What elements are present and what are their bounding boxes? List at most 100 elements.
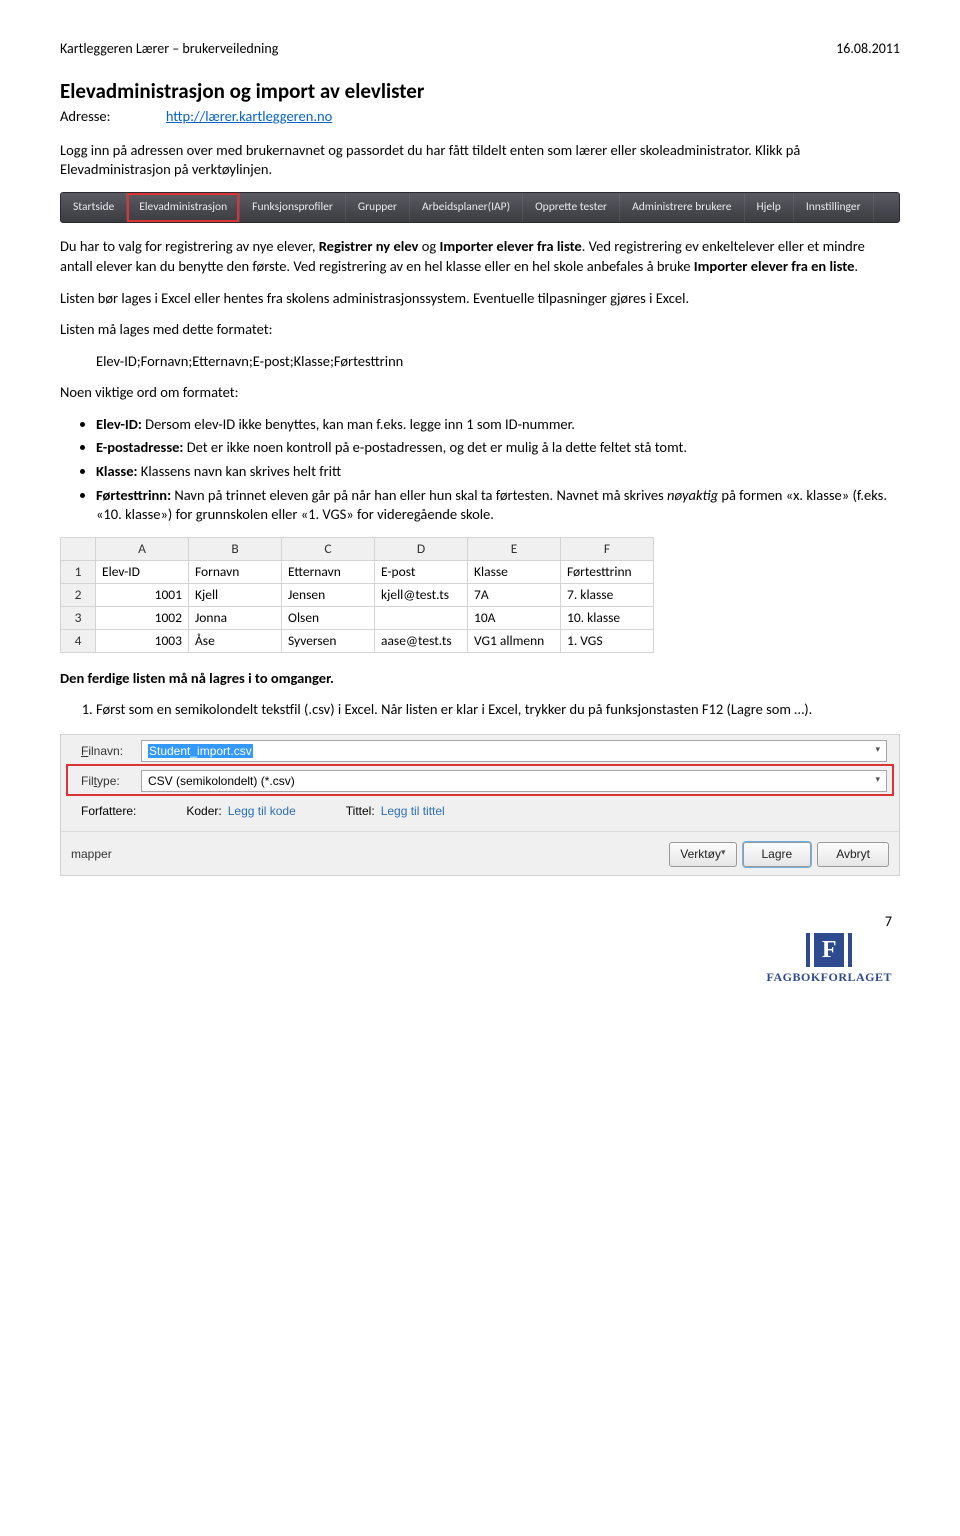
list-item: Elev-ID: Dersom elev-ID ikke benyttes, k…	[96, 415, 900, 435]
chevron-down-icon: ▾	[875, 743, 880, 755]
cell: Olsen	[282, 606, 375, 629]
tools-button[interactable]: Verktøy ▾	[669, 842, 736, 866]
title-meta: Tittel: Legg til tittel	[346, 803, 445, 819]
folders-label[interactable]: mapper	[71, 846, 112, 862]
text: Klassens navn kan skrives helt fritt	[138, 462, 342, 480]
cell: Etternavn	[282, 560, 375, 583]
listen-paragraph: Listen bør lages i Excel eller hentes fr…	[60, 289, 900, 309]
metadata-row: Forfattere: Koder:Legg til kode Tittel: L…	[61, 795, 899, 825]
text-bold: Klasse:	[96, 462, 138, 480]
cell: 1001	[96, 583, 189, 606]
label: Verktøy	[680, 847, 721, 861]
text: Det er ikke noen kontroll på e-postadres…	[183, 438, 687, 456]
col-header: E	[468, 537, 561, 560]
authors-meta: Forfattere:	[81, 803, 136, 819]
nav-item[interactable]: Funksjonsprofiler	[240, 193, 346, 223]
text: Du har to valg for registrering av nye e…	[60, 237, 319, 255]
cell: Åse	[189, 629, 282, 652]
nav-item[interactable]: Hjelp	[745, 193, 794, 223]
cell: Fornavn	[189, 560, 282, 583]
label: Tittel:	[346, 803, 375, 819]
nav-item[interactable]: Arbeidsplaner(IAP)	[410, 193, 523, 223]
dialog-bottom: mapper Verktøy ▾ Lagre Avbryt	[61, 831, 899, 866]
filetype-row: Filtype: CSV (semikolondelt) (*.csv) ▾	[67, 765, 893, 795]
noen-paragraph: Noen viktige ord om formatet:	[60, 383, 900, 403]
cell: 1002	[96, 606, 189, 629]
text-bold: Elev-ID:	[96, 415, 142, 433]
cell: 1. VGS	[561, 629, 654, 652]
cell: Klasse	[468, 560, 561, 583]
toolbar-navbar: StartsideElevadministrasjonFunksjonsprof…	[60, 192, 900, 224]
col-header: A	[96, 537, 189, 560]
col-header: F	[561, 537, 654, 560]
logo-bar-icon	[848, 933, 852, 967]
ferdig-paragraph: Den ferdige listen må nå lagres i to omg…	[60, 669, 900, 689]
add-tag-link[interactable]: Legg til kode	[228, 803, 296, 819]
filename-field[interactable]: Student_import.csv▾	[141, 740, 887, 762]
cell: 10. klasse	[561, 606, 654, 629]
nav-item[interactable]: Innstillinger	[794, 193, 874, 223]
cancel-button[interactable]: Avbryt	[817, 842, 889, 866]
publisher-name: FAGBOKFORLAGET	[767, 969, 892, 985]
filename-row: Filnavn: Student_import.csv▾	[61, 735, 899, 765]
add-title-link[interactable]: Legg til tittel	[381, 803, 445, 819]
cell: kjell@test.ts	[375, 583, 468, 606]
filetype-field[interactable]: CSV (semikolondelt) (*.csv) ▾	[141, 770, 887, 792]
header-right: 16.08.2011	[836, 40, 900, 59]
text-bold: Registrer ny elev	[319, 237, 419, 255]
cell	[375, 606, 468, 629]
cell: aase@test.ts	[375, 629, 468, 652]
format-bullet-list: Elev-ID: Dersom elev-ID ikke benyttes, k…	[60, 415, 900, 525]
filetype-value: CSV (semikolondelt) (*.csv)	[148, 774, 295, 788]
filetype-label: Filtype:	[81, 773, 141, 789]
list-item: Først som en semikolondelt tekstfil (.cs…	[96, 700, 900, 720]
cell: Jonna	[189, 606, 282, 629]
nav-item[interactable]: Startside	[61, 193, 127, 223]
cell: E-post	[375, 560, 468, 583]
row-header: 4	[61, 629, 96, 652]
logo-bar-icon	[806, 933, 810, 967]
nav-item[interactable]: Administrere brukere	[620, 193, 744, 223]
chevron-down-icon: ▾	[875, 773, 880, 785]
col-header: B	[189, 537, 282, 560]
text-italic: nøyaktig	[667, 486, 718, 504]
text: Navn på trinnet eleven går på når han el…	[171, 486, 667, 504]
chevron-down-icon: ▾	[721, 846, 726, 858]
list-item: Klasse: Klassens navn kan skrives helt f…	[96, 462, 900, 482]
address-row: Adresse: http://lærer.kartleggeren.no	[60, 107, 900, 127]
cell: VG1 allmenn	[468, 629, 561, 652]
text: Dersom elev-ID ikke benyttes, kan man f.…	[142, 415, 575, 433]
filename-label: Filnavn:	[81, 743, 141, 759]
list-item: E-postadresse: Det er ikke noen kontroll…	[96, 438, 900, 458]
tags-meta: Koder:Legg til kode	[186, 803, 295, 819]
cell: Førtesttrinn	[561, 560, 654, 583]
nav-item[interactable]: Opprette tester	[523, 193, 620, 223]
nav-item[interactable]: Grupper	[346, 193, 410, 223]
page-title: Elevadministrasjon og import av elevlist…	[60, 77, 900, 105]
col-header: D	[375, 537, 468, 560]
steps-list: Først som en semikolondelt tekstfil (.cs…	[60, 700, 900, 720]
page-number: 7	[885, 913, 892, 932]
save-button[interactable]: Lagre	[743, 842, 812, 866]
address-label: Adresse:	[60, 107, 111, 125]
cell: 7. klasse	[561, 583, 654, 606]
logo-letter-icon: F	[814, 933, 844, 967]
row-header: 2	[61, 583, 96, 606]
row-header: 3	[61, 606, 96, 629]
page-footer: 7 F FAGBOKFORLAGET	[60, 912, 900, 986]
cell: 7A	[468, 583, 561, 606]
format-line: Elev-ID;Fornavn;Etternavn;E-post;Klasse;…	[96, 352, 900, 372]
col-header: C	[282, 537, 375, 560]
excel-preview-table: ABCDEF1Elev-IDFornavnEtternavnE-postKlas…	[60, 537, 654, 653]
cell: Jensen	[282, 583, 375, 606]
intro-paragraph: Logg inn på adressen over med brukernavn…	[60, 141, 900, 180]
cell: Kjell	[189, 583, 282, 606]
row-header: 1	[61, 560, 96, 583]
label: Forfattere:	[81, 803, 136, 819]
cell: 10A	[468, 606, 561, 629]
nav-item[interactable]: Elevadministrasjon	[127, 193, 240, 223]
cell: 1003	[96, 629, 189, 652]
address-link[interactable]: http://lærer.kartleggeren.no	[166, 107, 333, 125]
publisher-logo: F	[806, 933, 852, 967]
format-intro: Listen må lages med dette formatet:	[60, 320, 900, 340]
